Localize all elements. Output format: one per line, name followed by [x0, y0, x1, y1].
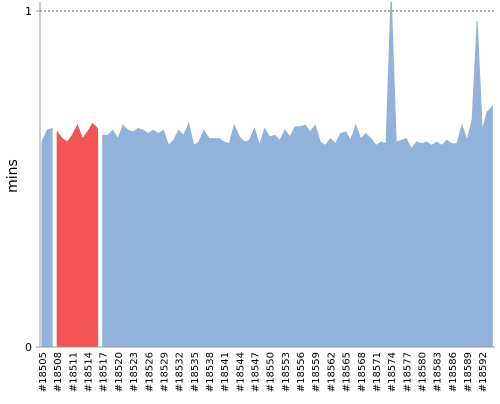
x-tick-label: #18517 — [99, 352, 110, 392]
x-tick-label: #18559 — [311, 352, 322, 392]
x-tick-label: #18535 — [190, 352, 201, 392]
x-tick-label: #18544 — [235, 352, 246, 392]
x-tick-label: #18508 — [53, 352, 64, 392]
x-tick-label: #18511 — [68, 352, 79, 392]
area — [41, 127, 53, 347]
x-tick-label: #18538 — [205, 352, 216, 392]
y-tick-label: 1 — [25, 5, 32, 18]
x-tick-label: #18541 — [220, 352, 231, 392]
x-tick-label: #18574 — [387, 352, 398, 392]
y-tick-label: 0 — [25, 341, 32, 354]
x-tick-label: #18580 — [418, 352, 429, 392]
x-tick-label: #18520 — [114, 352, 125, 392]
x-tick-label: #18586 — [448, 352, 459, 392]
x-tick-label: #18565 — [342, 352, 353, 392]
x-tick-label: #18532 — [175, 352, 186, 392]
x-tick-label: #18571 — [372, 352, 383, 392]
x-tick-label: #18523 — [129, 352, 140, 392]
x-tick-label: #18505 — [38, 352, 49, 392]
x-tick-label: #18577 — [402, 352, 413, 392]
x-tick-label: #18553 — [281, 352, 292, 392]
x-tick-label: #18562 — [326, 352, 337, 392]
y-axis-label: mins — [5, 159, 21, 193]
x-tick-label: #18547 — [251, 352, 262, 392]
x-tick-label: #18583 — [433, 352, 444, 392]
x-tick-label: #18550 — [266, 352, 277, 392]
x-tick-label: #18556 — [296, 352, 307, 392]
x-tick-label: #18529 — [159, 352, 170, 392]
x-tick-label: #18526 — [144, 352, 155, 392]
area — [102, 2, 493, 347]
plot-area — [41, 2, 493, 347]
x-tick-label: #18592 — [478, 352, 489, 392]
x-tick-label: #18514 — [84, 352, 95, 392]
area — [56, 122, 99, 347]
x-tick-label: #18568 — [357, 352, 368, 392]
x-tick-label: #18589 — [463, 352, 474, 392]
